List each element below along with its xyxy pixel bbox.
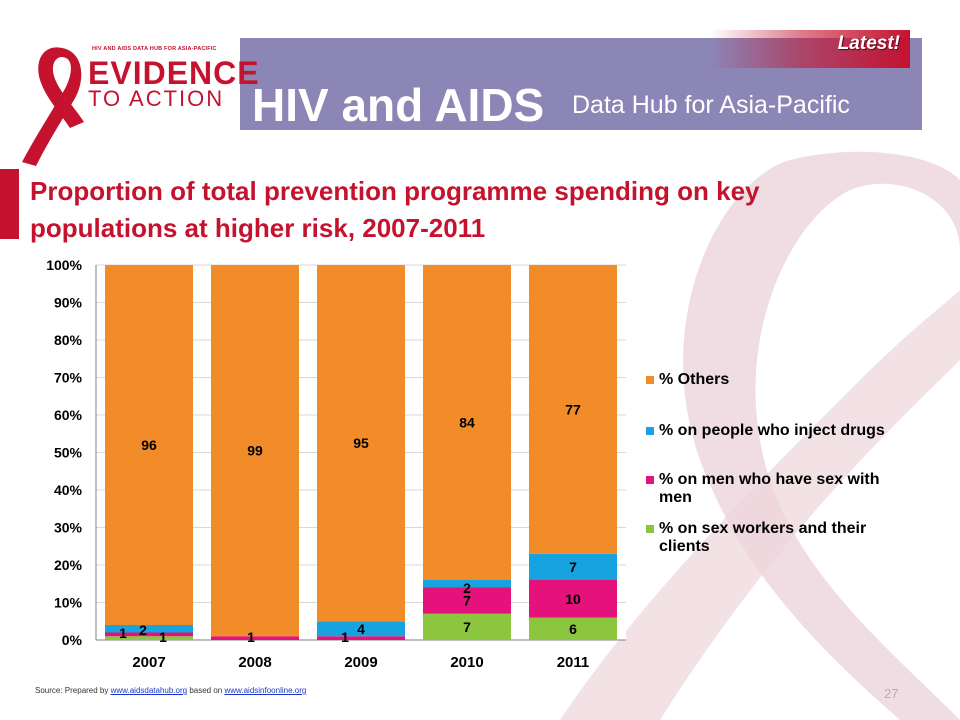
y-tick-label: 100%	[46, 257, 82, 273]
legend-swatch	[646, 476, 654, 484]
legend-label: % on people who inject drugs	[659, 422, 885, 440]
bar-segment	[529, 580, 617, 618]
data-label: 77	[565, 401, 581, 417]
x-tick-label: 2007	[132, 654, 165, 671]
data-label: 7	[463, 619, 471, 635]
bar-segment	[423, 580, 511, 588]
data-label: 95	[353, 435, 369, 451]
data-label: 4	[357, 621, 365, 637]
bar-segment	[529, 617, 617, 640]
y-tick-label: 80%	[54, 332, 83, 348]
data-label: 2	[463, 580, 471, 596]
bar-segment	[105, 636, 193, 640]
logo-area	[0, 38, 240, 130]
legend-swatch	[646, 376, 654, 384]
data-label: 1	[159, 629, 167, 645]
legend-label-line: men	[659, 489, 692, 506]
data-label: 2	[139, 622, 147, 638]
y-tick-label: 10%	[54, 595, 83, 611]
bar-segment	[423, 613, 511, 640]
data-label: 7	[463, 593, 471, 609]
y-tick-label: 30%	[54, 520, 83, 536]
bar-segment	[105, 265, 193, 625]
logo-evidence-text: EVIDENCE	[88, 55, 260, 91]
legend-label: % on men who have sex with men	[659, 471, 880, 507]
x-tick-label: 2010	[450, 654, 483, 671]
source-link-datahub[interactable]: www.aidsdatahub.org	[110, 686, 188, 695]
bar-segment	[317, 621, 405, 637]
y-tick-label: 20%	[54, 557, 83, 573]
bar-segment	[105, 632, 193, 637]
bar-segment	[529, 553, 617, 580]
legend-label-line: % on sex workers and their	[659, 520, 867, 537]
legend-label-line: clients	[659, 538, 710, 555]
bar-segment	[105, 625, 193, 633]
data-label: 1	[247, 629, 255, 645]
y-tick-label: 40%	[54, 482, 83, 498]
x-tick-label: 2011	[557, 654, 590, 671]
data-label: 6	[569, 621, 577, 637]
title-accent-bar	[0, 169, 19, 239]
bar-segment	[211, 265, 299, 637]
legend-label: % on sex workers and their clients	[659, 520, 866, 556]
source-prefix: Source: Prepared by	[35, 686, 111, 695]
x-tick-label: 2008	[238, 654, 271, 671]
bar-segment	[317, 265, 405, 622]
data-label: 84	[459, 415, 475, 431]
latest-badge-fade	[710, 30, 910, 68]
y-tick-label: 90%	[54, 295, 83, 311]
chart-title: Proportion of total prevention programme…	[30, 176, 760, 243]
source-note: Source: Prepared by www.aidsdatahub.org …	[35, 686, 306, 695]
legend-label-line: % Others	[659, 371, 730, 388]
legend-label-line: % on people who inject drugs	[659, 422, 885, 439]
bar-segment	[423, 265, 511, 580]
data-label: 1	[119, 625, 127, 641]
bar-segment	[529, 265, 617, 554]
legend-label-line: % on men who have sex with	[659, 471, 880, 488]
legend-swatch	[646, 427, 654, 435]
y-tick-label: 60%	[54, 407, 83, 423]
source-link-aidsinfo[interactable]: www.aidsinfoonline.org	[224, 686, 307, 695]
logo-action-text: TO ACTION	[88, 86, 225, 111]
legend-label: % Others	[659, 371, 729, 389]
page-number: 27	[884, 686, 899, 701]
data-label: 7	[569, 559, 577, 575]
header-title: HIV and AIDS	[252, 79, 545, 131]
bar-segment	[317, 636, 405, 640]
x-tick-label: 2009	[344, 654, 377, 671]
latest-badge[interactable]: Latest!	[837, 33, 900, 54]
y-tick-label: 50%	[54, 445, 83, 461]
bar-segment	[211, 636, 299, 640]
red-ribbon-icon	[22, 47, 84, 167]
bar-segment	[423, 587, 511, 614]
data-label: 10	[565, 591, 581, 607]
data-label: 96	[141, 437, 157, 453]
header-subtitle: Data Hub for Asia-Pacific	[572, 91, 850, 119]
logo-small-text: HIV AND AIDS DATA HUB FOR ASIA-PACIFIC	[92, 46, 217, 52]
y-tick-label: 0%	[62, 632, 83, 648]
y-tick-label: 70%	[54, 370, 83, 386]
source-mid: based on	[187, 686, 225, 695]
data-label: 99	[247, 443, 263, 459]
data-label: 1	[341, 629, 349, 645]
legend-swatch	[646, 525, 654, 533]
